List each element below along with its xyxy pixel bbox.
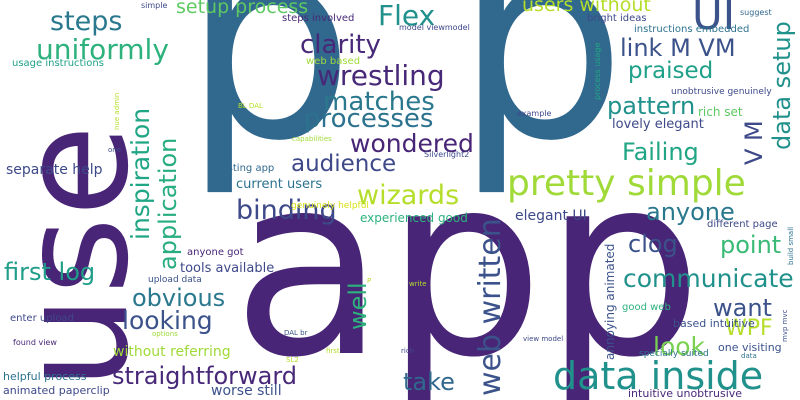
word: web written (473, 218, 508, 396)
word: point (720, 231, 782, 259)
word: elegant UI (515, 208, 587, 224)
word: communicate (623, 264, 794, 293)
word: rich set (698, 105, 743, 119)
word: upload data (148, 275, 202, 285)
word: wizards (357, 180, 460, 211)
word: looking (122, 306, 213, 335)
word: users without (522, 0, 651, 16)
word: link M VM (620, 34, 736, 62)
word: build small (787, 226, 795, 265)
word: clarity (300, 30, 381, 60)
word: without referring (113, 344, 231, 360)
word: enter upload (10, 313, 74, 324)
word: wrestling (317, 59, 445, 92)
word: praised (628, 58, 714, 84)
word: current users (236, 177, 323, 192)
word: obvious (132, 284, 226, 312)
word: example (517, 109, 552, 118)
word: nue admin (113, 92, 121, 130)
word: bright ideas (587, 13, 647, 24)
word: WPF (725, 316, 773, 341)
word: genuinely helpful (291, 201, 369, 211)
word: want (713, 294, 772, 322)
word: pretty simple (507, 163, 746, 204)
word: specially suited (639, 349, 709, 359)
word: view model (523, 335, 564, 343)
word: process usage (593, 42, 602, 100)
word: write (409, 280, 427, 288)
word: inspiration (126, 107, 155, 240)
word: simple (141, 1, 168, 10)
word: data setup (768, 21, 796, 150)
word: p (455, 0, 627, 200)
word: binding (236, 195, 337, 226)
word: one (108, 146, 122, 154)
word: worse still (211, 383, 282, 399)
word: well (344, 282, 372, 330)
word: based intuitive (673, 317, 755, 330)
word: unobtrusive genuinely (671, 87, 772, 97)
word: intuitive unobtrusive (628, 387, 743, 400)
word: data inside (553, 354, 764, 398)
word: lovely elegant (612, 117, 704, 132)
word: setup process (176, 0, 309, 18)
word: processes (304, 104, 434, 134)
word: mvp mvc (781, 309, 789, 342)
word: V M (740, 120, 768, 165)
word: experienced good (360, 211, 468, 225)
word: DAL br (284, 329, 308, 337)
word: P (367, 277, 372, 285)
word: animated paperclip (3, 384, 110, 397)
word: app (232, 121, 703, 400)
word: existing app (213, 163, 275, 174)
word: take (403, 368, 455, 396)
word: straightforward (112, 362, 298, 390)
word: tools available (180, 261, 275, 276)
word: options (152, 330, 178, 338)
word: web based (306, 56, 361, 67)
word: annoying animated (603, 243, 617, 360)
word: pattern (607, 92, 696, 120)
word: separate help (6, 162, 103, 178)
word: steps involved (282, 13, 355, 24)
word: different page (707, 219, 778, 230)
word: BL DAL (238, 102, 263, 110)
word: good web (622, 302, 671, 313)
word: first log (4, 258, 96, 286)
word: capabilities (292, 135, 332, 143)
word: data (741, 352, 757, 360)
word: Flex (378, 0, 436, 32)
word: first (326, 347, 340, 355)
word: matches (323, 87, 435, 117)
word: application (154, 137, 182, 270)
word: anyone (646, 198, 735, 226)
word: Failing (622, 138, 699, 166)
word: instructions embedded (634, 24, 750, 35)
word: one visiting (718, 341, 782, 354)
word: suggest (740, 8, 772, 17)
word: uniformly (36, 33, 169, 66)
word: found view (13, 338, 57, 347)
word: rich (401, 347, 415, 355)
word: model viewmodel (399, 23, 470, 32)
word: p (183, 0, 355, 200)
word: UI (692, 0, 736, 39)
word: helpful process (3, 370, 87, 383)
word: steps (50, 6, 123, 37)
word: audience (291, 151, 397, 177)
word: look (653, 332, 706, 361)
word: wondered (350, 129, 474, 158)
word: SL2 (286, 356, 299, 364)
word: clog (628, 230, 678, 258)
word: usage instructions (12, 58, 104, 69)
word: Silverlight2 (424, 150, 470, 159)
word: anyone got (187, 247, 244, 258)
